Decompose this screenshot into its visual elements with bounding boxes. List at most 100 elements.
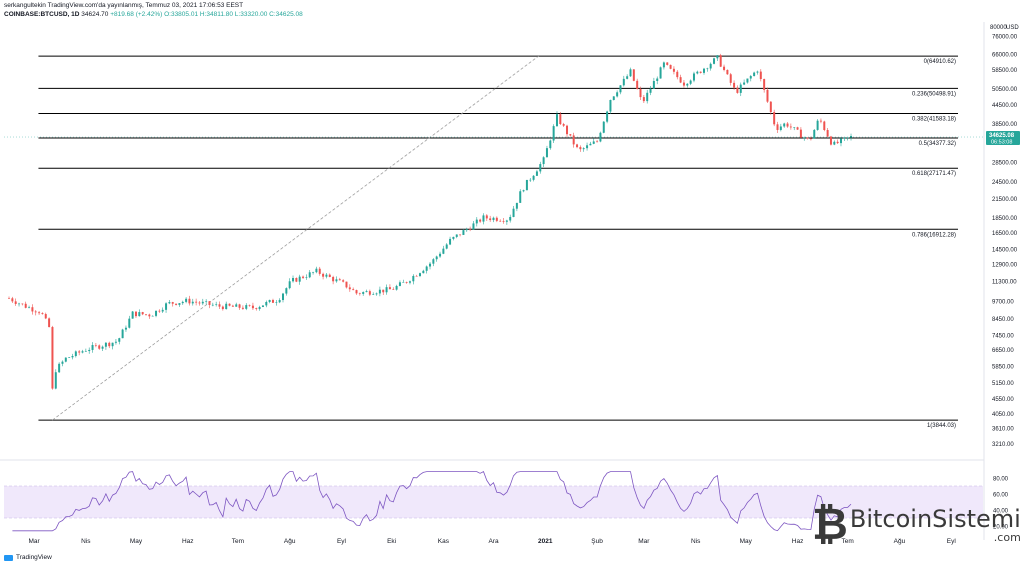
candle-body xyxy=(726,70,728,74)
candle-body xyxy=(65,358,67,362)
candle-body xyxy=(449,239,451,245)
candle-body xyxy=(740,85,742,93)
candle-body xyxy=(650,89,652,93)
y-tick-label: 5150.00 xyxy=(992,381,1014,387)
candle-body xyxy=(135,312,137,317)
candle-body xyxy=(339,279,341,280)
candle-body xyxy=(533,176,535,180)
fib-level-label: 0(64910.62) xyxy=(924,59,956,65)
candle-body xyxy=(426,267,428,271)
candle-body xyxy=(770,102,772,112)
candle-body xyxy=(847,138,849,139)
candle-body xyxy=(803,138,805,139)
x-tick-label: May xyxy=(740,538,753,545)
candle-body xyxy=(539,164,541,171)
candle-body xyxy=(312,272,314,273)
x-tick-label: Şub xyxy=(591,538,603,545)
candle-body xyxy=(178,303,180,305)
candle-body xyxy=(219,304,221,306)
candle-body xyxy=(345,282,347,288)
candle-body xyxy=(292,278,294,281)
candle-body xyxy=(8,298,10,299)
candle-body xyxy=(496,218,498,221)
candle-body xyxy=(392,289,394,290)
candle-body xyxy=(706,68,708,69)
candle-body xyxy=(606,112,608,122)
candle-body xyxy=(332,277,334,281)
candle-body xyxy=(827,130,829,137)
candle-body xyxy=(148,315,150,317)
candle-body xyxy=(720,55,722,66)
candle-body xyxy=(239,304,241,307)
candle-body xyxy=(516,203,518,209)
candle-body xyxy=(172,302,174,304)
x-tick-label: Nis xyxy=(81,538,91,545)
candle-body xyxy=(18,304,20,305)
y-tick-label: 3210.00 xyxy=(992,442,1014,448)
y-tick-label: 28500.00 xyxy=(992,161,1018,167)
candle-body xyxy=(262,305,264,307)
candle-body xyxy=(666,62,668,64)
candle-body xyxy=(466,229,468,230)
candle-body xyxy=(165,303,167,310)
candle-body xyxy=(546,148,548,157)
candle-body xyxy=(479,220,481,222)
candle-body xyxy=(503,221,505,222)
candle-body xyxy=(28,307,30,308)
candle-body xyxy=(609,100,611,112)
candle-body xyxy=(95,345,97,346)
candle-body xyxy=(456,234,458,236)
price-axis-unit: USD xyxy=(1006,25,1019,31)
candle-body xyxy=(68,357,70,358)
candle-body xyxy=(88,350,90,351)
candle-body xyxy=(406,282,408,283)
candle-body xyxy=(746,79,748,83)
candle-body xyxy=(229,304,231,306)
candle-body xyxy=(710,64,712,69)
price-tag-countdown: 06:53:08 xyxy=(991,140,1012,146)
candle-body xyxy=(583,148,585,149)
tradingview-logo[interactable]: TradingView xyxy=(4,554,52,561)
candle-body xyxy=(182,302,184,303)
candle-body xyxy=(78,351,80,352)
candle-body xyxy=(616,92,618,96)
candle-body xyxy=(265,302,267,305)
candle-body xyxy=(843,138,845,139)
candle-body xyxy=(315,269,317,272)
candle-body xyxy=(205,301,207,302)
candle-body xyxy=(105,343,107,347)
candle-body xyxy=(793,127,795,128)
candle-body xyxy=(402,282,404,283)
candle-body xyxy=(787,124,789,127)
candle-body xyxy=(646,93,648,101)
candle-body xyxy=(436,256,438,259)
candle-body xyxy=(429,264,431,267)
candle-body xyxy=(513,209,515,217)
candle-body xyxy=(325,275,327,277)
candle-body xyxy=(489,218,491,220)
candle-body xyxy=(145,314,147,315)
candle-body xyxy=(696,72,698,74)
candle-body xyxy=(25,304,27,308)
candle-body xyxy=(98,345,100,348)
candle-body xyxy=(208,301,210,305)
candle-body xyxy=(71,356,73,357)
y-tick-label: 24500.00 xyxy=(992,180,1018,186)
candle-body xyxy=(462,230,464,235)
candle-body xyxy=(469,229,471,230)
candle-body xyxy=(700,72,702,73)
y-tick-label: 7450.00 xyxy=(992,333,1014,339)
fib-level-label: 0.236(50498.91) xyxy=(912,91,956,97)
y-tick-label: 11300.00 xyxy=(992,280,1017,286)
candle-body xyxy=(519,191,521,203)
candle-body xyxy=(422,271,424,273)
candle-body xyxy=(493,218,495,220)
candle-body xyxy=(670,65,672,69)
candle-body xyxy=(212,305,214,306)
x-tick-label: 2021 xyxy=(538,538,553,545)
fib-level-label: 0.618(27171.47) xyxy=(912,171,956,177)
candle-body xyxy=(743,83,745,85)
candle-body xyxy=(783,124,785,127)
y-tick-label: 16500.00 xyxy=(992,231,1018,237)
